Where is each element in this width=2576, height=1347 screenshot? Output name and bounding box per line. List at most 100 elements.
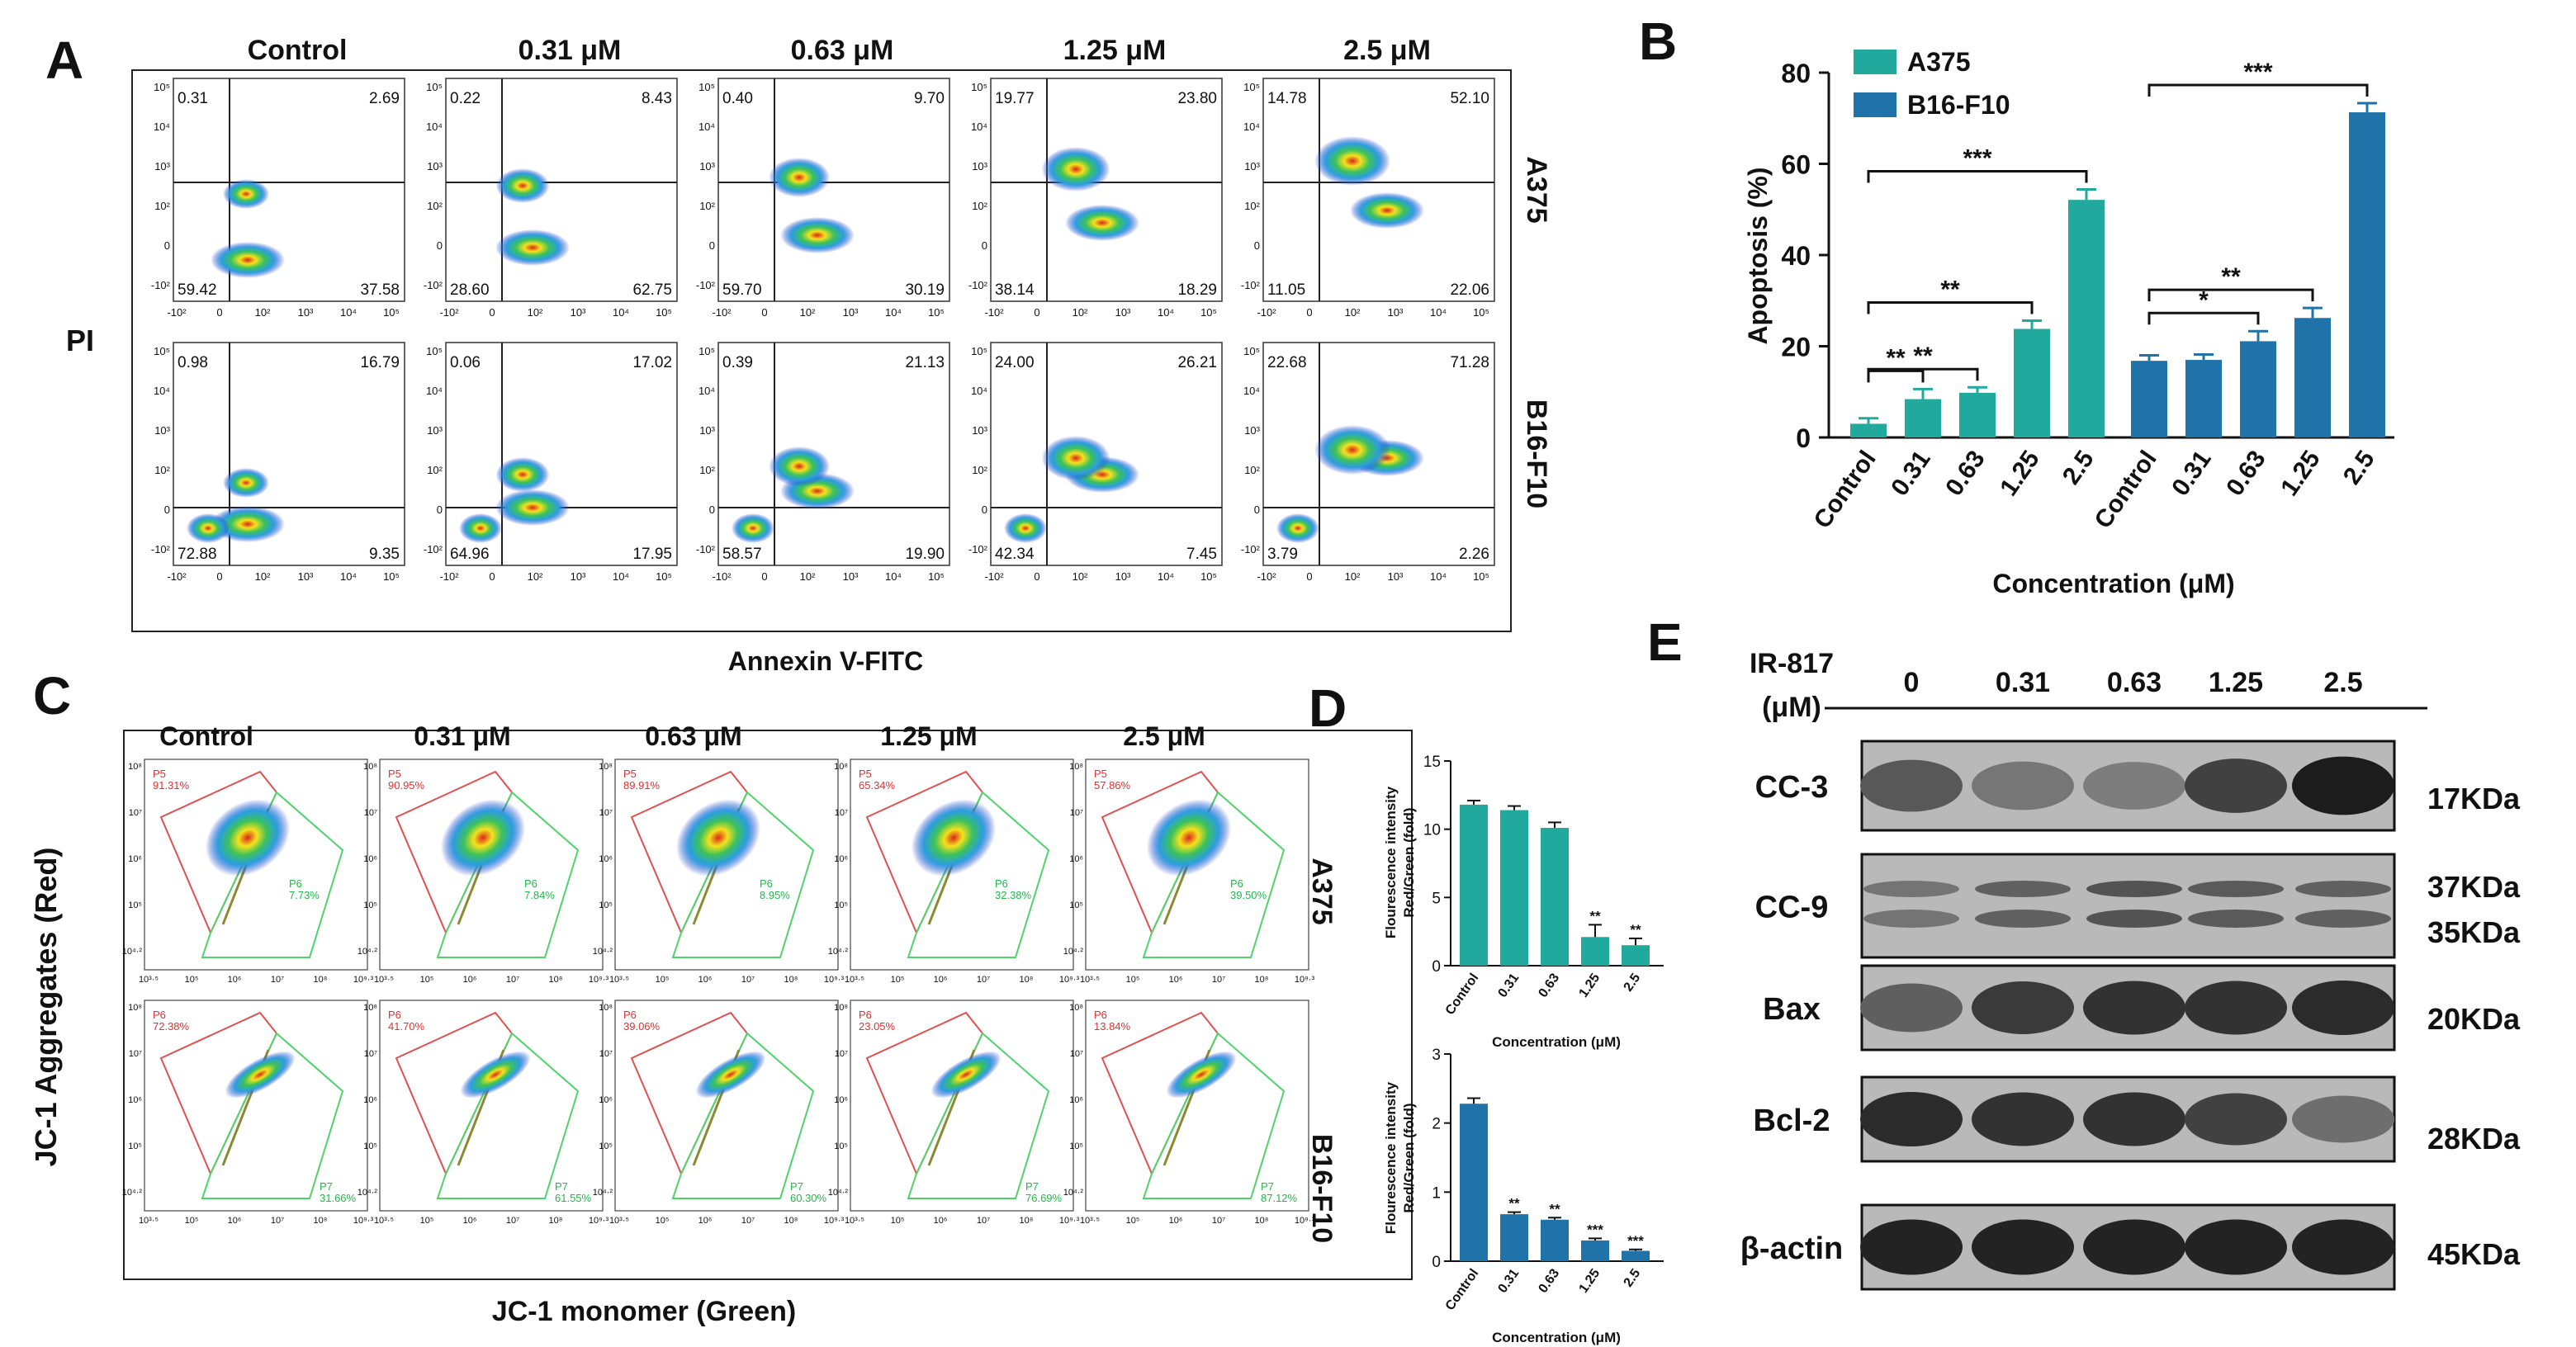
x-tick-label: 10³ — [571, 306, 586, 319]
x-tick-label: 10³·⁵ — [139, 1216, 159, 1226]
quadrant-ul-value: 0.31 — [178, 90, 208, 107]
y-tick-label: 10⁷ — [129, 1049, 142, 1059]
significance-stars: *** — [1587, 1222, 1603, 1237]
quadrant-ur-value: 26.21 — [1177, 354, 1217, 371]
y-tick-label: 10⁴ — [154, 385, 170, 397]
x-tick-label: 10⁵ — [1473, 570, 1489, 583]
y-tick-label: -10² — [424, 279, 443, 291]
cell-population — [911, 799, 997, 877]
cell-line-label: B16-F10 — [1306, 1134, 1338, 1243]
molecular-weight-label: 20KDa — [2427, 1002, 2521, 1036]
x-tick-label: 10³ — [1115, 306, 1131, 319]
y-tick-label: 10⁶ — [834, 1095, 848, 1105]
gate-green-pct: 87.12% — [1261, 1192, 1298, 1204]
bar — [1541, 828, 1569, 966]
cell-population — [769, 447, 830, 486]
quadrant-ur-value: 16.79 — [360, 354, 400, 371]
y-tick-label: 10⁷ — [364, 808, 377, 818]
bar — [2294, 318, 2331, 437]
protein-band — [1975, 910, 2071, 928]
y-tick-label: 5 — [1432, 890, 1441, 907]
x-tick-label: Control — [1443, 1267, 1482, 1313]
quadrant-ul-value: 0.22 — [450, 90, 481, 107]
y-tick-label: 2 — [1432, 1116, 1441, 1133]
panel-c-frame — [123, 730, 1413, 1280]
panel-letter-d: D — [1309, 678, 1347, 738]
plot-frame — [445, 78, 678, 302]
y-tick-label: 10³ — [1244, 160, 1260, 173]
concentration-label: 0.63 μM — [791, 35, 894, 66]
x-tick-label: -10² — [984, 570, 1004, 583]
gate-red-pct: 72.38% — [153, 1020, 190, 1033]
panel-letter-e: E — [1647, 612, 1683, 672]
y-tick-label: 3 — [1432, 1047, 1441, 1064]
y-tick-label: 10⁵ — [154, 345, 170, 357]
y-tick-label: 0 — [1254, 503, 1260, 516]
y-tick-label: 10⁸ — [599, 1003, 613, 1013]
x-tick-label: 10⁵ — [1126, 975, 1140, 985]
quadrant-ur-value: 71.28 — [1450, 354, 1489, 371]
gate-green-pct: 76.69% — [1025, 1192, 1063, 1204]
protein-band — [2295, 881, 2391, 897]
y-tick-label: 10⁴·² — [122, 947, 143, 957]
y-tick-label: 10⁴·² — [122, 1188, 143, 1198]
y-tick-label: 10² — [699, 464, 715, 476]
y-tick-label: 1 — [1432, 1184, 1441, 1202]
y-tick-label: 10⁵ — [599, 1141, 613, 1151]
x-tick-label: 0 — [489, 306, 495, 319]
x-tick-label: 10⁸ — [314, 975, 328, 985]
y-tick-label: 0 — [1254, 239, 1260, 252]
y-tick-label: 10⁴·² — [593, 947, 613, 957]
y-tick-label: 10⁸ — [599, 762, 613, 772]
x-tick-label: 10² — [1073, 306, 1088, 319]
y-tick-label: 10 — [1423, 822, 1441, 839]
x-tick-label: 10³·⁵ — [1080, 1216, 1100, 1226]
bar — [1622, 1250, 1650, 1261]
x-tick-label: 10⁹·³ — [1059, 975, 1080, 985]
y-tick-label: 10⁴ — [971, 385, 987, 397]
y-tick-label: 0 — [164, 503, 170, 516]
y-tick-label: 10⁷ — [129, 808, 142, 818]
x-tick-label: 10⁵ — [185, 1216, 199, 1226]
y-axis-title: Apoptosis (%) — [1743, 167, 1773, 344]
facs-plot: 10⁵ 10⁴ 10³ 10² 0 -10² -10² 0 10² 10³ 10⁴ 10⁵ 0.22 8.… — [424, 78, 678, 319]
facs-plot: 10⁵ 10⁴ 10³ 10² 0 -10² -10² 0 10² 10³ 10⁴ 10⁵ 19.77 2… — [968, 78, 1223, 319]
protein-band — [1972, 981, 2074, 1034]
quadrant-ul-value: 22.68 — [1267, 354, 1307, 371]
x-tick-label: 10⁵ — [891, 975, 905, 985]
blot-strip — [1860, 853, 2396, 959]
y-tick-label: 10⁶ — [1069, 1095, 1083, 1105]
gate-red-pct: 23.05% — [859, 1020, 896, 1033]
y-tick-label: 10⁵ — [426, 345, 443, 357]
x-tick-label: 1.25 — [1995, 446, 2045, 501]
facs-plot: 10⁵ 10⁴ 10³ 10² 0 -10² -10² 0 10² 10³ 10⁴ 10⁵ 24.00 2… — [968, 342, 1223, 583]
y-tick-label: 10⁸ — [128, 762, 142, 772]
protein-band — [1972, 1092, 2074, 1146]
y-tick-label: 10⁶ — [363, 1095, 377, 1105]
x-axis-title: Concentration (μM) — [1992, 569, 2234, 598]
quadrant-lr-value: 30.19 — [905, 281, 945, 299]
bar — [2240, 341, 2276, 437]
x-tick-label: -10² — [439, 570, 459, 583]
significance-bracket — [1867, 169, 2088, 183]
legend-label: A375 — [1907, 47, 1971, 77]
protein-band — [2086, 881, 2182, 897]
x-tick-label: 10⁹·³ — [824, 1216, 845, 1226]
quadrant-ur-value: 17.02 — [632, 354, 672, 371]
x-tick-label: -10² — [1257, 306, 1276, 319]
y-tick-label: 10⁷ — [364, 1049, 377, 1059]
y-tick-label: 10² — [972, 200, 987, 212]
bar — [2349, 112, 2385, 437]
y-tick-label: 10⁵ — [1243, 345, 1260, 357]
cell-population — [187, 513, 230, 543]
protein-band — [2083, 1092, 2185, 1146]
x-tick-label: 2.5 — [1622, 1266, 1644, 1289]
y-tick-label: -10² — [968, 279, 988, 291]
y-tick-label: 10⁶ — [599, 1095, 613, 1105]
x-tick-label: -10² — [984, 306, 1004, 319]
x-tick-label: Control — [1809, 446, 1882, 533]
y-tick-label: 10⁵ — [698, 345, 715, 357]
gate-red-name: P5 — [388, 768, 401, 780]
cell-population — [780, 217, 855, 253]
